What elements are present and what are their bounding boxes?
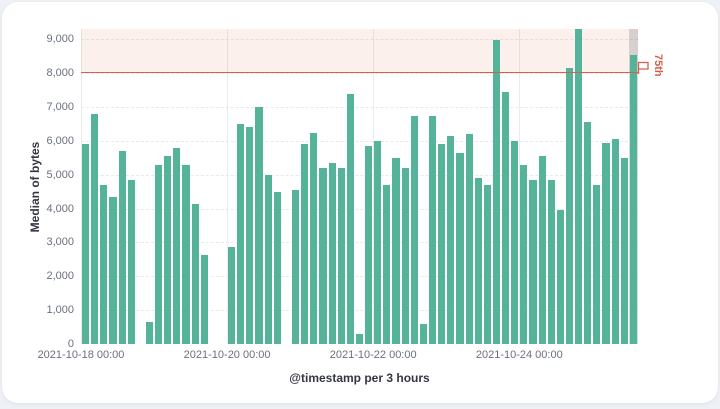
- bar[interactable]: [365, 146, 373, 344]
- plot-area[interactable]: [81, 29, 638, 344]
- y-tick-label: 1,000: [46, 304, 74, 317]
- gridline: [81, 242, 638, 244]
- bar[interactable]: [346, 93, 354, 344]
- threshold-line: [81, 71, 638, 73]
- bar[interactable]: [301, 144, 309, 344]
- gridline: [81, 107, 638, 109]
- bar[interactable]: [465, 134, 473, 344]
- bar[interactable]: [292, 190, 300, 344]
- bar[interactable]: [629, 54, 637, 344]
- bar[interactable]: [237, 124, 245, 344]
- gridline-vertical: [519, 29, 521, 344]
- bar[interactable]: [228, 247, 236, 344]
- bar[interactable]: [374, 141, 382, 344]
- bar[interactable]: [383, 184, 391, 344]
- bar[interactable]: [575, 29, 583, 344]
- gridline-vertical: [373, 29, 375, 344]
- y-tick-label: 7,000: [46, 101, 74, 114]
- x-axis-title: @timestamp per 3 hours: [289, 371, 430, 385]
- y-tick-label: 3,000: [46, 236, 74, 249]
- x-tick-label: 2021-10-18 00:00: [37, 349, 125, 361]
- gridline: [81, 208, 638, 210]
- x-tick-label: 2021-10-24 00:00: [475, 349, 563, 361]
- bar[interactable]: [428, 115, 437, 344]
- bar[interactable]: [82, 144, 90, 344]
- bar[interactable]: [310, 132, 318, 344]
- bar[interactable]: [556, 210, 564, 344]
- bar[interactable]: [547, 179, 555, 344]
- gridline: [81, 140, 638, 142]
- bar[interactable]: [191, 203, 199, 344]
- bar[interactable]: [410, 115, 418, 344]
- bar[interactable]: [602, 142, 610, 344]
- bar[interactable]: [118, 151, 126, 344]
- gridline: [81, 174, 638, 176]
- bar[interactable]: [264, 174, 272, 344]
- bar[interactable]: [145, 322, 154, 344]
- x-tick-label: 2021-10-20 00:00: [183, 349, 271, 361]
- bar[interactable]: [456, 152, 464, 344]
- y-tick-label: 8,000: [46, 67, 74, 80]
- chart-panel: Median of bytes @timestamp per 3 hours 0…: [2, 2, 718, 403]
- bar[interactable]: [511, 141, 519, 344]
- gridline: [81, 276, 638, 278]
- bar[interactable]: [392, 157, 400, 344]
- bar[interactable]: [502, 91, 510, 344]
- bar[interactable]: [155, 165, 163, 344]
- bar[interactable]: [447, 135, 455, 344]
- y-tick-label: 6,000: [46, 134, 74, 147]
- bar[interactable]: [611, 139, 619, 344]
- threshold-label: 75th: [652, 54, 664, 77]
- bar[interactable]: [620, 157, 628, 344]
- bar[interactable]: [328, 163, 336, 344]
- y-tick-label: 5,000: [46, 168, 74, 181]
- y-tick-label: 2,000: [46, 270, 74, 283]
- threshold-flag-icon[interactable]: [637, 61, 650, 75]
- bar[interactable]: [401, 168, 409, 344]
- bar[interactable]: [593, 184, 601, 344]
- y-tick-label: 4,000: [46, 202, 74, 215]
- bar[interactable]: [200, 255, 208, 344]
- bar[interactable]: [127, 179, 135, 344]
- threshold-shaded-region: [81, 29, 638, 72]
- y-tick-label: 9,000: [46, 33, 74, 46]
- bar[interactable]: [565, 68, 574, 344]
- bar[interactable]: [173, 148, 181, 344]
- bar[interactable]: [419, 323, 427, 344]
- bar[interactable]: [337, 168, 345, 344]
- bar[interactable]: [492, 39, 501, 344]
- y-tick-label: 0: [67, 338, 74, 350]
- gridline: [81, 73, 638, 75]
- bar[interactable]: [91, 113, 99, 344]
- bar[interactable]: [164, 156, 172, 344]
- bar[interactable]: [520, 164, 528, 344]
- gridline: [81, 310, 638, 312]
- bar[interactable]: [319, 168, 327, 344]
- bar[interactable]: [529, 179, 537, 344]
- bar[interactable]: [246, 127, 254, 344]
- x-tick-label: 2021-10-22 00:00: [329, 349, 417, 361]
- bar[interactable]: [273, 191, 281, 344]
- bar[interactable]: [483, 184, 491, 344]
- bar[interactable]: [474, 178, 482, 344]
- bar[interactable]: [584, 122, 592, 344]
- gridline-vertical: [81, 29, 82, 344]
- gridline: [81, 39, 638, 41]
- bar[interactable]: [355, 333, 364, 344]
- bar[interactable]: [182, 165, 190, 344]
- bar[interactable]: [109, 196, 117, 344]
- bar[interactable]: [538, 156, 546, 344]
- gridline-vertical: [227, 29, 229, 344]
- bar[interactable]: [100, 184, 108, 344]
- bar[interactable]: [438, 144, 446, 344]
- bar[interactable]: [255, 107, 263, 344]
